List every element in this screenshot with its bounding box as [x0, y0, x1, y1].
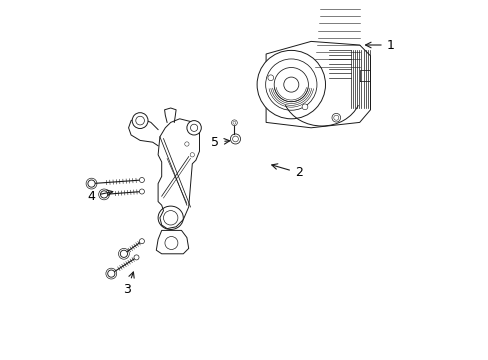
Polygon shape	[265, 41, 370, 128]
Circle shape	[132, 113, 148, 129]
Circle shape	[265, 59, 316, 110]
Circle shape	[139, 239, 144, 244]
Circle shape	[283, 77, 298, 92]
Text: 5: 5	[211, 136, 229, 149]
Polygon shape	[156, 230, 188, 254]
Circle shape	[274, 68, 308, 102]
Circle shape	[232, 121, 235, 124]
Circle shape	[231, 120, 237, 126]
Text: 3: 3	[123, 272, 134, 296]
Text: 1: 1	[365, 39, 394, 51]
Circle shape	[186, 121, 201, 135]
Circle shape	[120, 250, 127, 257]
Circle shape	[267, 75, 273, 81]
Polygon shape	[158, 119, 199, 229]
Circle shape	[139, 177, 144, 183]
Circle shape	[163, 211, 178, 225]
Circle shape	[190, 124, 197, 131]
Circle shape	[139, 189, 144, 194]
Circle shape	[134, 255, 139, 260]
Circle shape	[184, 142, 189, 146]
Circle shape	[88, 180, 95, 187]
Circle shape	[190, 153, 194, 157]
Text: 2: 2	[271, 164, 302, 179]
Circle shape	[232, 136, 238, 142]
Circle shape	[302, 104, 307, 110]
Circle shape	[257, 50, 325, 119]
Circle shape	[107, 270, 115, 277]
Circle shape	[101, 191, 107, 198]
Circle shape	[333, 115, 338, 120]
Text: 4: 4	[87, 190, 113, 203]
Circle shape	[136, 116, 144, 125]
Circle shape	[331, 113, 340, 122]
Circle shape	[164, 237, 178, 249]
Circle shape	[230, 134, 240, 144]
